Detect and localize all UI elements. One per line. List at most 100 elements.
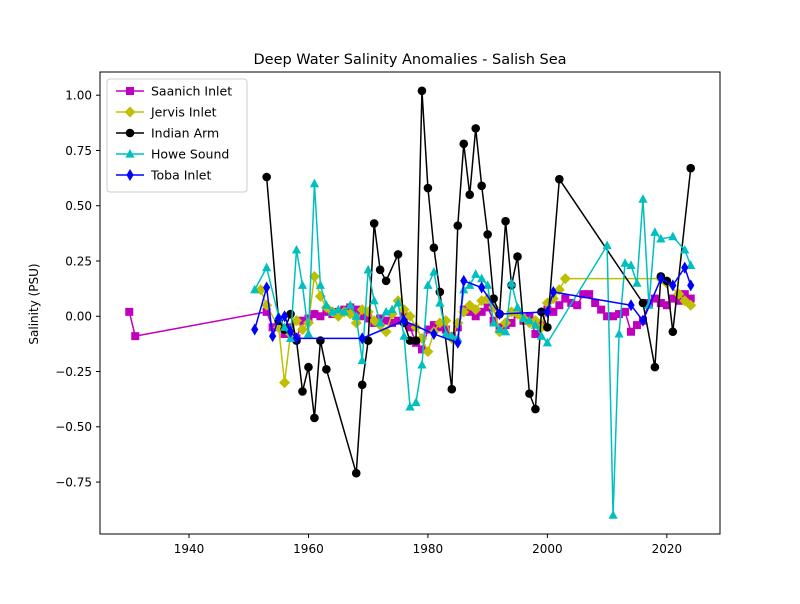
legend-swatch-marker-saanich-inlet xyxy=(126,87,134,95)
data-point-howe-sound xyxy=(417,359,427,369)
x-tick-label: 2020 xyxy=(652,542,683,556)
data-point-howe-sound xyxy=(518,313,529,323)
data-point-toba-inlet xyxy=(681,261,689,274)
y-axis-label: Salinity (PSU) xyxy=(27,263,41,344)
data-point-howe-sound xyxy=(393,298,403,307)
data-point-saanich-inlet xyxy=(591,299,600,307)
chart-title: Deep Water Salinity Anomalies - Salish S… xyxy=(253,52,566,68)
data-point-indian-arm xyxy=(429,243,439,253)
data-point-howe-sound xyxy=(387,304,397,314)
data-point-jervis-inlet xyxy=(404,310,416,322)
data-point-indian-arm xyxy=(525,389,534,398)
data-point-saanich-inlet xyxy=(549,307,558,316)
data-point-indian-arm xyxy=(453,221,463,230)
data-point-howe-sound xyxy=(650,227,660,236)
data-point-saanich-inlet xyxy=(597,305,606,314)
series-howe-sound xyxy=(250,178,696,519)
data-point-saanich-inlet xyxy=(316,312,325,321)
data-point-saanich-inlet xyxy=(555,301,564,310)
y-tick-label: 0.00 xyxy=(65,310,92,324)
data-point-howe-sound xyxy=(632,278,642,287)
data-point-indian-arm xyxy=(501,216,510,226)
legend-item-jervis-inlet: Jervis Inlet xyxy=(116,105,217,120)
data-point-indian-arm xyxy=(310,413,319,423)
plot-frame xyxy=(99,71,721,535)
data-point-indian-arm xyxy=(316,336,325,345)
data-point-howe-sound xyxy=(524,315,535,325)
data-point-saanich-inlet xyxy=(406,323,414,332)
data-point-saanich-inlet xyxy=(615,310,624,319)
data-point-howe-sound xyxy=(494,324,505,334)
data-point-howe-sound xyxy=(620,258,630,267)
data-point-howe-sound xyxy=(512,302,523,312)
data-point-howe-sound xyxy=(530,320,541,329)
data-point-howe-sound xyxy=(309,178,320,188)
data-point-saanich-inlet xyxy=(627,327,636,336)
data-point-saanich-inlet xyxy=(573,301,582,310)
data-point-howe-sound xyxy=(459,284,469,294)
data-point-howe-sound xyxy=(381,306,391,316)
data-point-howe-sound xyxy=(321,300,331,309)
data-point-toba-inlet xyxy=(687,279,695,292)
data-point-howe-sound xyxy=(483,280,493,289)
data-point-saanich-inlet xyxy=(650,294,659,303)
data-point-toba-inlet xyxy=(251,323,259,336)
data-point-toba-inlet xyxy=(292,332,301,345)
data-point-indian-arm xyxy=(381,276,391,286)
legend: Saanich Inlet Jervis Inlet Indian Arm Howe … xyxy=(106,78,248,193)
data-point-howe-sound xyxy=(489,317,499,327)
data-point-saanich-inlet xyxy=(423,325,432,334)
data-point-howe-sound xyxy=(465,280,475,289)
data-point-saanich-inlet xyxy=(364,314,373,323)
legend-swatch-marker-jervis-inlet xyxy=(124,106,136,118)
data-point-saanich-inlet xyxy=(561,294,570,303)
data-point-howe-sound xyxy=(471,269,481,278)
data-point-saanich-inlet xyxy=(131,332,140,341)
series-line-toba-inlet xyxy=(253,266,692,344)
data-point-indian-arm xyxy=(369,219,379,228)
data-point-howe-sound xyxy=(357,355,367,365)
data-point-howe-sound xyxy=(423,280,433,289)
data-point-indian-arm xyxy=(531,404,540,414)
data-point-toba-inlet xyxy=(669,279,677,292)
data-point-howe-sound xyxy=(477,273,487,283)
data-point-saanich-inlet xyxy=(674,296,683,305)
data-point-saanich-inlet xyxy=(662,301,671,310)
data-point-howe-sound xyxy=(333,304,343,314)
data-point-indian-arm xyxy=(351,468,361,478)
data-point-toba-inlet xyxy=(549,285,557,298)
x-tick-label: 2000 xyxy=(532,542,563,556)
data-point-indian-arm xyxy=(363,336,373,345)
data-point-jervis-inlet xyxy=(279,377,291,389)
data-point-howe-sound xyxy=(339,306,349,316)
y-tick-label: −0.50 xyxy=(55,420,92,434)
data-point-toba-inlet xyxy=(478,281,486,294)
data-point-indian-arm xyxy=(322,365,331,374)
legend-label-indian-arm: Indian Arm xyxy=(151,126,219,141)
data-point-jervis-inlet xyxy=(470,304,482,316)
data-point-toba-inlet xyxy=(263,281,271,294)
data-point-howe-sound xyxy=(656,233,666,243)
data-point-howe-sound xyxy=(250,284,260,294)
data-point-howe-sound xyxy=(291,244,302,254)
data-point-howe-sound xyxy=(363,264,373,274)
data-point-howe-sound xyxy=(327,306,337,316)
data-point-saanich-inlet xyxy=(603,312,612,321)
data-point-toba-inlet xyxy=(400,314,408,327)
data-point-saanich-inlet xyxy=(621,307,630,316)
data-point-howe-sound xyxy=(536,331,547,340)
y-tick-label: 0.50 xyxy=(65,199,92,213)
data-point-howe-sound xyxy=(369,295,379,305)
legend-item-toba-inlet: Toba Inlet xyxy=(116,168,211,183)
data-point-indian-arm xyxy=(543,323,552,332)
data-point-toba-inlet xyxy=(657,272,665,285)
data-point-toba-inlet xyxy=(460,274,468,287)
data-point-saanich-inlet xyxy=(668,294,677,303)
legend-item-saanich-inlet: Saanich Inlet xyxy=(116,84,232,99)
y-tick-label: −0.25 xyxy=(55,365,92,379)
y-tick-label: −0.75 xyxy=(55,475,92,489)
data-point-howe-sound xyxy=(638,194,648,203)
data-point-saanich-inlet xyxy=(465,307,474,316)
x-tick-label: 1940 xyxy=(174,542,205,556)
